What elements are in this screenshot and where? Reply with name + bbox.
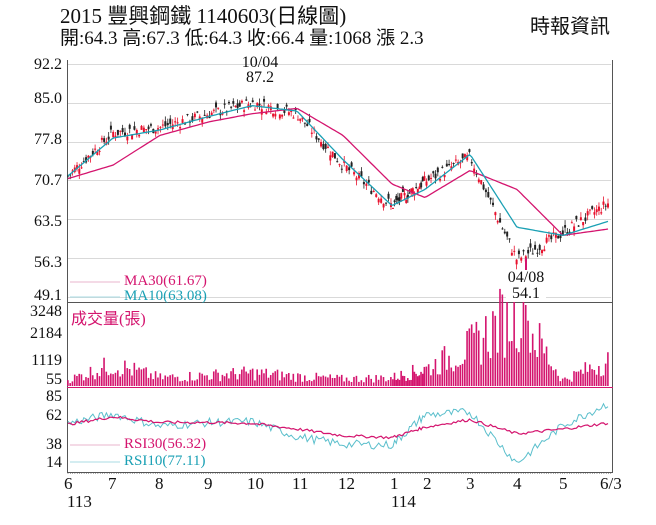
price-y-label: 56.3	[34, 254, 62, 271]
volume-y-label: 2184	[30, 325, 62, 342]
ma10-legend: MA10(63.08)	[124, 288, 207, 304]
rsi30-legend: RSI30(56.32)	[124, 436, 207, 452]
high-value-annotation: 87.2	[246, 69, 274, 86]
rsi-y-label: 14	[46, 454, 62, 471]
x-label: 7	[108, 474, 117, 493]
volume-y-label: 1119	[31, 352, 62, 369]
ma30-line	[67, 107, 609, 236]
x-label: 4	[513, 474, 522, 493]
rsi10-legend: RSI10(77.11)	[124, 453, 206, 469]
volume-title: 成交量(張)	[71, 311, 146, 328]
price-y-label: 63.5	[34, 213, 62, 230]
x-label: 3	[466, 474, 475, 493]
candlesticks	[67, 95, 609, 270]
x-label: 2	[423, 474, 432, 493]
x-label: 12	[338, 474, 355, 493]
x-label: 10	[247, 474, 264, 493]
price-y-label: 85.0	[34, 90, 62, 107]
x-label: 5	[559, 474, 568, 493]
volume-y-label: 55	[46, 371, 62, 388]
x-label: 8	[155, 474, 164, 493]
x-axis-ticks	[67, 472, 612, 474]
low-value-annotation: 54.1	[506, 286, 546, 302]
rsi-y-label: 62	[46, 407, 62, 424]
volume-y-label: 3248	[30, 303, 62, 320]
ohlc-summary: 開:64.3 高:67.3 低:64.3 收:66.4 量:1068 漲 2.3	[60, 28, 424, 49]
rsi30-line	[67, 415, 609, 440]
x-label: 6/3	[600, 474, 622, 493]
low-date-annotation: 04/08	[506, 269, 546, 286]
ma30-legend: MA30(61.67)	[124, 273, 207, 289]
brand-label: 時報資訊	[530, 16, 610, 38]
price-gridlines	[68, 64, 611, 298]
year-label-113: 113	[67, 492, 92, 511]
rsi10-line	[67, 402, 609, 463]
x-label: 1	[390, 474, 399, 493]
price-y-label: 70.7	[34, 172, 62, 189]
volume-bars	[67, 287, 609, 386]
x-label: 6	[64, 474, 73, 493]
x-label: 11	[292, 474, 309, 493]
high-date-annotation: 10/04	[241, 54, 279, 71]
price-y-label: 92.2	[34, 56, 62, 73]
year-label-114: 114	[391, 492, 416, 511]
price-y-label: 77.8	[34, 131, 62, 148]
chart-title: 2015 豐興鋼鐵 1140603(日線圖)	[60, 4, 347, 28]
price-y-label: 49.1	[34, 287, 62, 304]
rsi-y-label: 85	[46, 388, 62, 405]
ma10-line	[67, 105, 609, 236]
rsi-y-label: 38	[46, 436, 62, 453]
x-label: 9	[204, 474, 213, 493]
chart-frame	[67, 60, 613, 473]
